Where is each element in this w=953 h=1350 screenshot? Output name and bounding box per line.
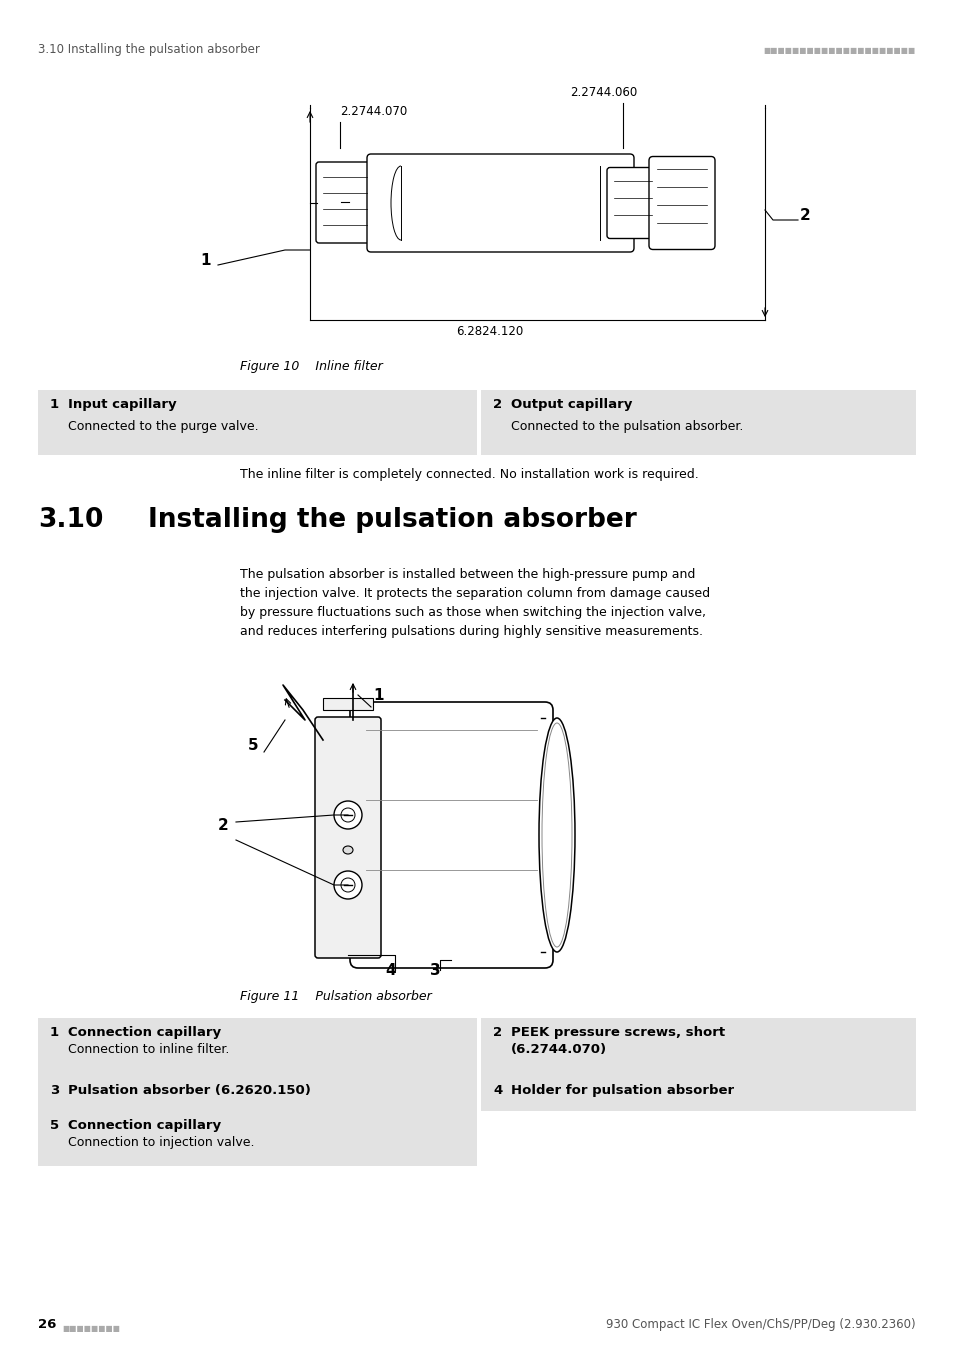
Text: Holder for pulsation absorber: Holder for pulsation absorber (511, 1084, 734, 1098)
Text: 26: 26 (38, 1318, 56, 1331)
FancyBboxPatch shape (315, 162, 374, 243)
Circle shape (334, 801, 361, 829)
Text: 4: 4 (493, 1084, 501, 1098)
Text: 4: 4 (385, 963, 395, 977)
Text: 3.10 Installing the pulsation absorber: 3.10 Installing the pulsation absorber (38, 43, 259, 57)
Text: 5: 5 (50, 1119, 59, 1133)
FancyBboxPatch shape (350, 702, 553, 968)
Text: Connection capillary: Connection capillary (68, 1026, 221, 1040)
Ellipse shape (541, 724, 572, 946)
FancyBboxPatch shape (314, 717, 380, 958)
Text: Figure 11    Pulsation absorber: Figure 11 Pulsation absorber (240, 990, 432, 1003)
Bar (323, 698, 373, 710)
Text: 2: 2 (218, 818, 229, 833)
FancyBboxPatch shape (606, 167, 659, 239)
Text: The pulsation absorber is installed between the high-pressure pump and: The pulsation absorber is installed betw… (240, 568, 695, 580)
Text: 6.2824.120: 6.2824.120 (456, 325, 523, 338)
Text: 2: 2 (800, 208, 810, 223)
Bar (38, 1076, 476, 1111)
Circle shape (334, 871, 361, 899)
Text: 1: 1 (373, 688, 383, 703)
Bar (38, 1111, 476, 1166)
Text: 930 Compact IC Flex Oven/ChS/PP/Deg (2.930.2360): 930 Compact IC Flex Oven/ChS/PP/Deg (2.9… (606, 1318, 915, 1331)
Text: PEEK pressure screws, short: PEEK pressure screws, short (511, 1026, 724, 1040)
Bar (480, 1018, 915, 1076)
Text: Connection capillary: Connection capillary (68, 1119, 221, 1133)
Bar (38, 1018, 476, 1076)
Circle shape (340, 809, 355, 822)
Text: 5: 5 (248, 738, 258, 753)
Text: 2.2744.060: 2.2744.060 (569, 86, 637, 99)
Text: 1: 1 (50, 1026, 59, 1040)
Text: 3: 3 (50, 1084, 59, 1098)
Ellipse shape (343, 846, 353, 855)
Text: (6.2744.070): (6.2744.070) (511, 1044, 606, 1056)
Text: 2.2744.070: 2.2744.070 (339, 105, 407, 117)
Text: 1: 1 (200, 252, 211, 269)
Text: and reduces interfering pulsations during highly sensitive measurements.: and reduces interfering pulsations durin… (240, 625, 702, 639)
FancyBboxPatch shape (648, 157, 714, 250)
Text: Output capillary: Output capillary (511, 398, 632, 410)
Text: 1: 1 (50, 398, 59, 410)
Text: Connected to the purge valve.: Connected to the purge valve. (68, 420, 258, 433)
Text: the injection valve. It protects the separation column from damage caused: the injection valve. It protects the sep… (240, 587, 709, 599)
Text: 2: 2 (493, 1026, 501, 1040)
Text: Installing the pulsation absorber: Installing the pulsation absorber (148, 508, 636, 533)
Bar (480, 1076, 915, 1111)
Circle shape (340, 878, 355, 892)
Bar (480, 390, 915, 455)
Text: ■■■■■■■■: ■■■■■■■■ (62, 1323, 120, 1332)
FancyBboxPatch shape (367, 154, 634, 252)
Text: 3.10: 3.10 (38, 508, 103, 533)
Text: by pressure fluctuations such as those when switching the injection valve,: by pressure fluctuations such as those w… (240, 606, 705, 620)
Text: 2: 2 (493, 398, 501, 410)
Ellipse shape (538, 718, 575, 952)
Bar (38, 390, 476, 455)
Text: ■■■■■■■■■■■■■■■■■■■■■: ■■■■■■■■■■■■■■■■■■■■■ (763, 46, 915, 54)
Text: Figure 10    Inline filter: Figure 10 Inline filter (240, 360, 382, 373)
Text: Connection to inline filter.: Connection to inline filter. (68, 1044, 229, 1056)
Text: Connected to the pulsation absorber.: Connected to the pulsation absorber. (511, 420, 742, 433)
Text: Connection to injection valve.: Connection to injection valve. (68, 1135, 254, 1149)
Text: The inline filter is completely connected. No installation work is required.: The inline filter is completely connecte… (240, 468, 698, 481)
Text: Input capillary: Input capillary (68, 398, 176, 410)
Text: 3: 3 (430, 963, 440, 977)
Text: Pulsation absorber (6.2620.150): Pulsation absorber (6.2620.150) (68, 1084, 311, 1098)
